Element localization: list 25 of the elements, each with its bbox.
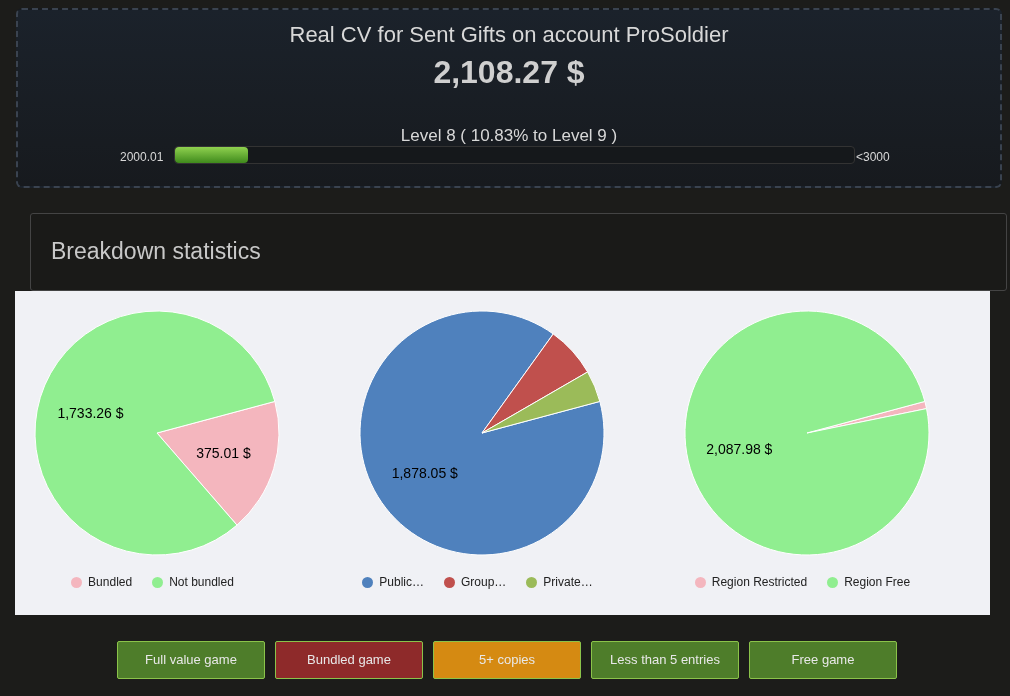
legend-label: Region Free xyxy=(843,575,911,589)
legend-label: Not bundled xyxy=(168,575,234,589)
text: 5+ copies xyxy=(433,641,581,679)
text: Breakdown statistics xyxy=(51,238,261,265)
text: 2,108.27 $ xyxy=(432,54,586,91)
text: Free game xyxy=(749,641,897,679)
data-label: 375.01 $ xyxy=(196,445,251,462)
text: Level 8 ( 10.83% to Level 9 ) xyxy=(399,126,619,146)
legend-label: Public… xyxy=(378,575,424,589)
text: Bundled game xyxy=(275,641,423,679)
text: 2000.01 xyxy=(120,150,164,164)
legend-label: Region Restricted xyxy=(710,575,808,589)
data-label: 1,733.26 $ xyxy=(57,404,124,421)
pie-slice xyxy=(34,310,276,556)
text: Real CV for Sent Gifts on account ProSoldier xyxy=(288,22,730,48)
legend-label: Bundled xyxy=(87,575,133,589)
data-label: 2,087.98 $ xyxy=(706,440,773,457)
legend-label: Group… xyxy=(460,575,507,589)
text: <3000 xyxy=(856,150,890,164)
data-label: 1,878.05 $ xyxy=(391,464,459,481)
legend-label: Private… xyxy=(542,575,593,589)
text: Less than 5 entries xyxy=(591,641,739,679)
text: Full value game xyxy=(117,641,265,679)
pie-slice xyxy=(359,310,605,556)
pie-slice xyxy=(684,310,930,556)
